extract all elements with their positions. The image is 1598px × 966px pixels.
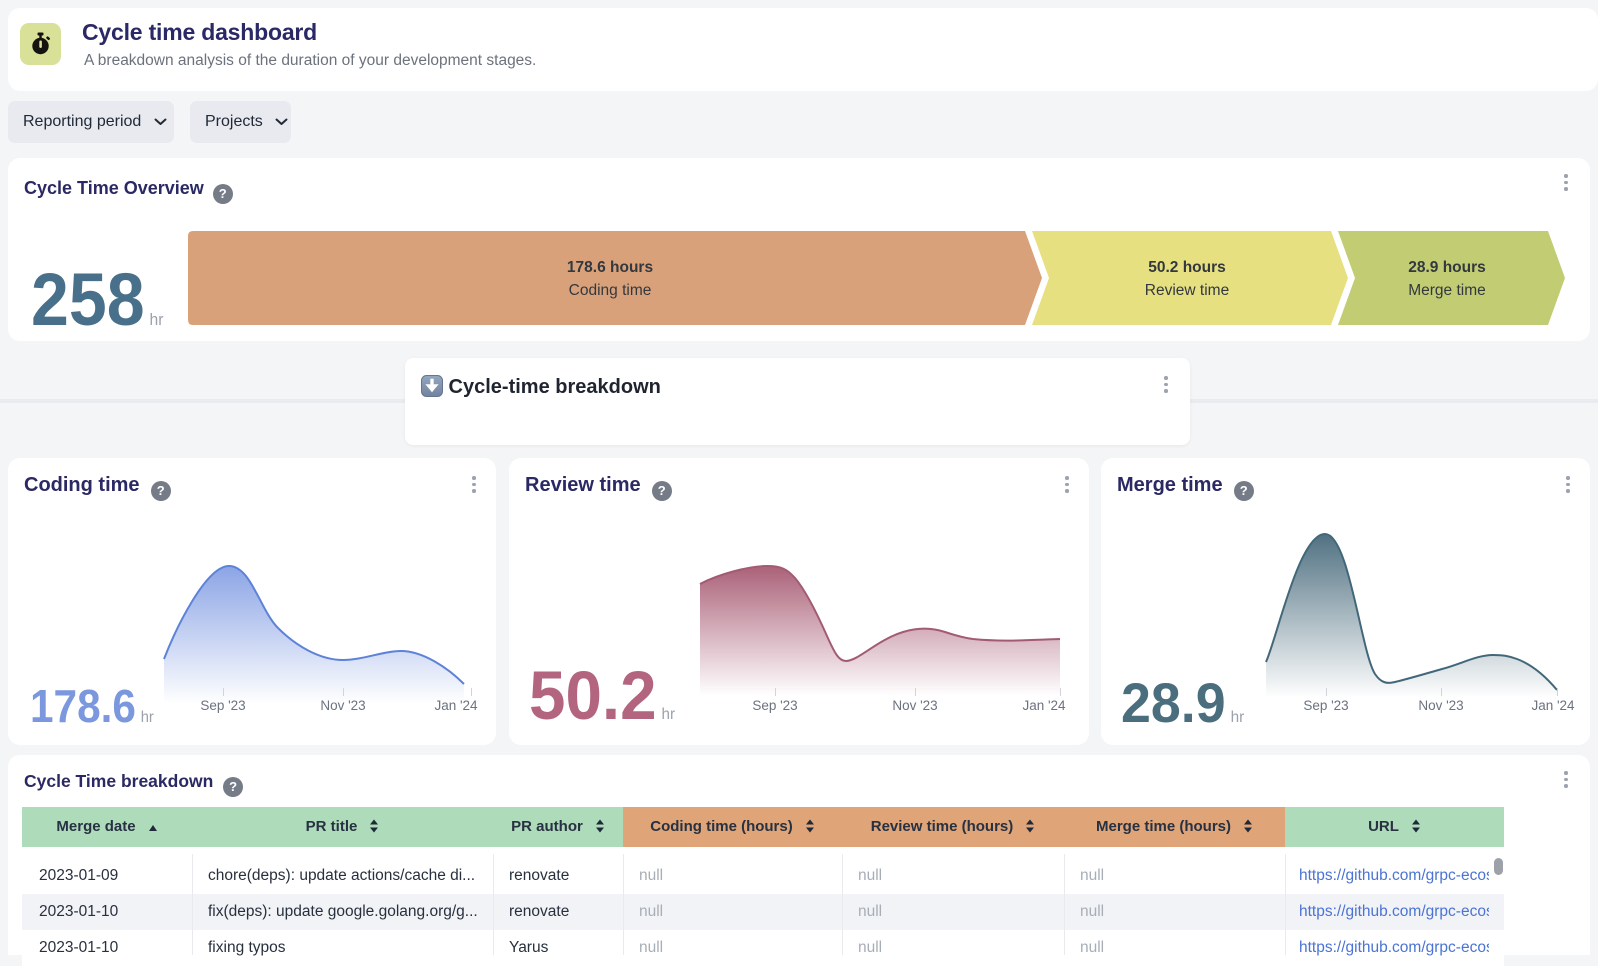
svg-text:50.2 hours: 50.2 hours: [1148, 259, 1226, 276]
svg-text:Merge time: Merge time: [1408, 282, 1486, 299]
svg-text:28.9 hours: 28.9 hours: [1408, 259, 1486, 276]
svg-text:Coding time: Coding time: [569, 282, 652, 299]
svg-text:Review time: Review time: [1145, 282, 1229, 299]
svg-text:178.6 hours: 178.6 hours: [567, 259, 653, 276]
